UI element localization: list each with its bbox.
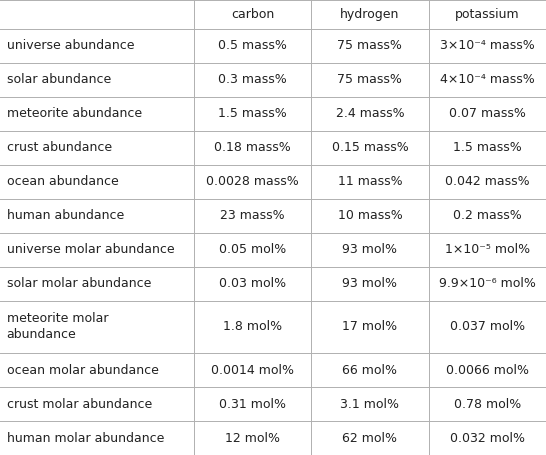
Text: 4×10⁻⁴ mass%: 4×10⁻⁴ mass% [440, 73, 535, 86]
Text: 3.1 mol%: 3.1 mol% [340, 398, 400, 410]
Text: solar abundance: solar abundance [7, 73, 111, 86]
Text: meteorite abundance: meteorite abundance [7, 107, 141, 120]
Text: 0.037 mol%: 0.037 mol% [450, 320, 525, 334]
Text: 1.5 mass%: 1.5 mass% [453, 141, 521, 154]
Text: 0.032 mol%: 0.032 mol% [450, 431, 525, 445]
Text: universe molar abundance: universe molar abundance [7, 243, 174, 256]
Text: ocean abundance: ocean abundance [7, 175, 118, 188]
Text: 23 mass%: 23 mass% [220, 209, 285, 222]
Text: 0.15 mass%: 0.15 mass% [331, 141, 408, 154]
Text: 10 mass%: 10 mass% [337, 209, 402, 222]
Text: 66 mol%: 66 mol% [342, 364, 397, 377]
Text: hydrogen: hydrogen [340, 8, 400, 21]
Text: 0.042 mass%: 0.042 mass% [445, 175, 530, 188]
Text: 0.18 mass%: 0.18 mass% [214, 141, 291, 154]
Text: crust abundance: crust abundance [7, 141, 112, 154]
Text: 1×10⁻⁵ mol%: 1×10⁻⁵ mol% [445, 243, 530, 256]
Text: 0.05 mol%: 0.05 mol% [219, 243, 286, 256]
Text: meteorite molar
abundance: meteorite molar abundance [7, 312, 108, 341]
Text: human molar abundance: human molar abundance [7, 431, 164, 445]
Text: 93 mol%: 93 mol% [342, 277, 397, 290]
Text: 12 mol%: 12 mol% [225, 431, 280, 445]
Text: potassium: potassium [455, 8, 520, 21]
Text: 0.0014 mol%: 0.0014 mol% [211, 364, 294, 377]
Text: crust molar abundance: crust molar abundance [7, 398, 152, 410]
Text: 0.31 mol%: 0.31 mol% [219, 398, 286, 410]
Text: 1.5 mass%: 1.5 mass% [218, 107, 287, 120]
Text: 75 mass%: 75 mass% [337, 73, 402, 86]
Text: 3×10⁻⁴ mass%: 3×10⁻⁴ mass% [440, 39, 535, 52]
Text: 17 mol%: 17 mol% [342, 320, 397, 334]
Text: 11 mass%: 11 mass% [337, 175, 402, 188]
Text: 0.0028 mass%: 0.0028 mass% [206, 175, 299, 188]
Text: 0.5 mass%: 0.5 mass% [218, 39, 287, 52]
Text: ocean molar abundance: ocean molar abundance [7, 364, 158, 377]
Text: universe abundance: universe abundance [7, 39, 134, 52]
Text: 62 mol%: 62 mol% [342, 431, 397, 445]
Text: human abundance: human abundance [7, 209, 124, 222]
Text: 0.78 mol%: 0.78 mol% [454, 398, 521, 410]
Text: 2.4 mass%: 2.4 mass% [336, 107, 404, 120]
Text: solar molar abundance: solar molar abundance [7, 277, 151, 290]
Text: 0.07 mass%: 0.07 mass% [449, 107, 526, 120]
Text: carbon: carbon [231, 8, 274, 21]
Text: 0.0066 mol%: 0.0066 mol% [446, 364, 529, 377]
Text: 0.3 mass%: 0.3 mass% [218, 73, 287, 86]
Text: 0.03 mol%: 0.03 mol% [219, 277, 286, 290]
Text: 1.8 mol%: 1.8 mol% [223, 320, 282, 334]
Text: 9.9×10⁻⁶ mol%: 9.9×10⁻⁶ mol% [439, 277, 536, 290]
Text: 75 mass%: 75 mass% [337, 39, 402, 52]
Text: 0.2 mass%: 0.2 mass% [453, 209, 521, 222]
Text: 93 mol%: 93 mol% [342, 243, 397, 256]
